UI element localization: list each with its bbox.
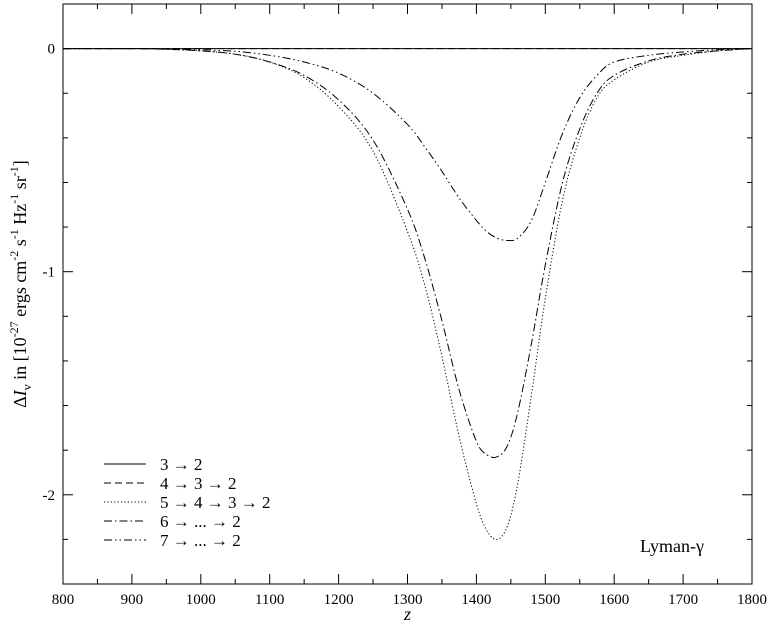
tick-marks (62, 3, 753, 585)
y-title-nu: ν (19, 384, 34, 390)
y-tick-label: -2 (43, 488, 56, 504)
annotation-lyman-gamma: Lyman-γ (640, 536, 704, 556)
series-line-4 (62, 48, 753, 458)
y-tick-label: -1 (43, 265, 56, 281)
y-title-exp1c: -1 (7, 166, 21, 176)
y-title-sr: sr (10, 176, 30, 194)
legend: 3 → 24 → 3 → 25 → 4 → 3 → 26 → ... → 27 … (104, 455, 271, 550)
y-title-exp2: -2 (7, 251, 21, 261)
y-tick-labels: 0 -1 -2 (43, 42, 56, 504)
y-title-close: ] (10, 160, 30, 166)
y-axis-title: ΔIν in [10-27 ergs cm-2 s-1 Hz-1 sr-1] (7, 160, 34, 408)
x-tick-label: 1700 (668, 592, 698, 608)
y-title-delta: Δ (10, 396, 30, 408)
legend-label-5: 7 → ... → 2 (160, 531, 241, 550)
x-tick-labels: 800 900 1000 1100 1200 1300 1400 1500 1600 1700 18… (52, 592, 767, 608)
y-title-exp1a: -1 (7, 229, 21, 239)
x-tick-label: 1800 (737, 592, 767, 608)
y-title-exp1b: -1 (7, 194, 21, 204)
y-title-hz: Hz (10, 204, 30, 230)
x-tick-label: 800 (52, 592, 75, 608)
x-tick-label: 1100 (255, 592, 284, 608)
x-tick-label: 900 (121, 592, 144, 608)
y-title-exp27: -27 (7, 321, 21, 337)
x-tick-label: 1400 (461, 592, 491, 608)
series-line-3 (62, 48, 753, 540)
legend-label-1: 3 → 2 (160, 455, 203, 474)
x-tick-label: 1300 (393, 592, 423, 608)
x-tick-label: 1200 (324, 592, 354, 608)
x-tick-label: 1600 (599, 592, 629, 608)
x-axis-title: z (403, 604, 411, 624)
x-tick-label: 1000 (186, 592, 216, 608)
series-lines (62, 48, 753, 540)
legend-label-4: 6 → ... → 2 (160, 512, 241, 531)
legend-label-3: 5 → 4 → 3 → 2 (160, 493, 271, 512)
y-tick-label: 0 (48, 42, 56, 58)
legend-label-2: 4 → 3 → 2 (160, 474, 237, 493)
plot-frame (62, 3, 753, 585)
x-tick-label: 1500 (530, 592, 560, 608)
y-title-in: in [10 (10, 337, 30, 384)
y-title-ergs-cm: ergs cm (10, 261, 30, 322)
y-title-s: s (10, 239, 30, 251)
y-title-i: I (10, 389, 30, 397)
series-line-5 (62, 48, 753, 242)
